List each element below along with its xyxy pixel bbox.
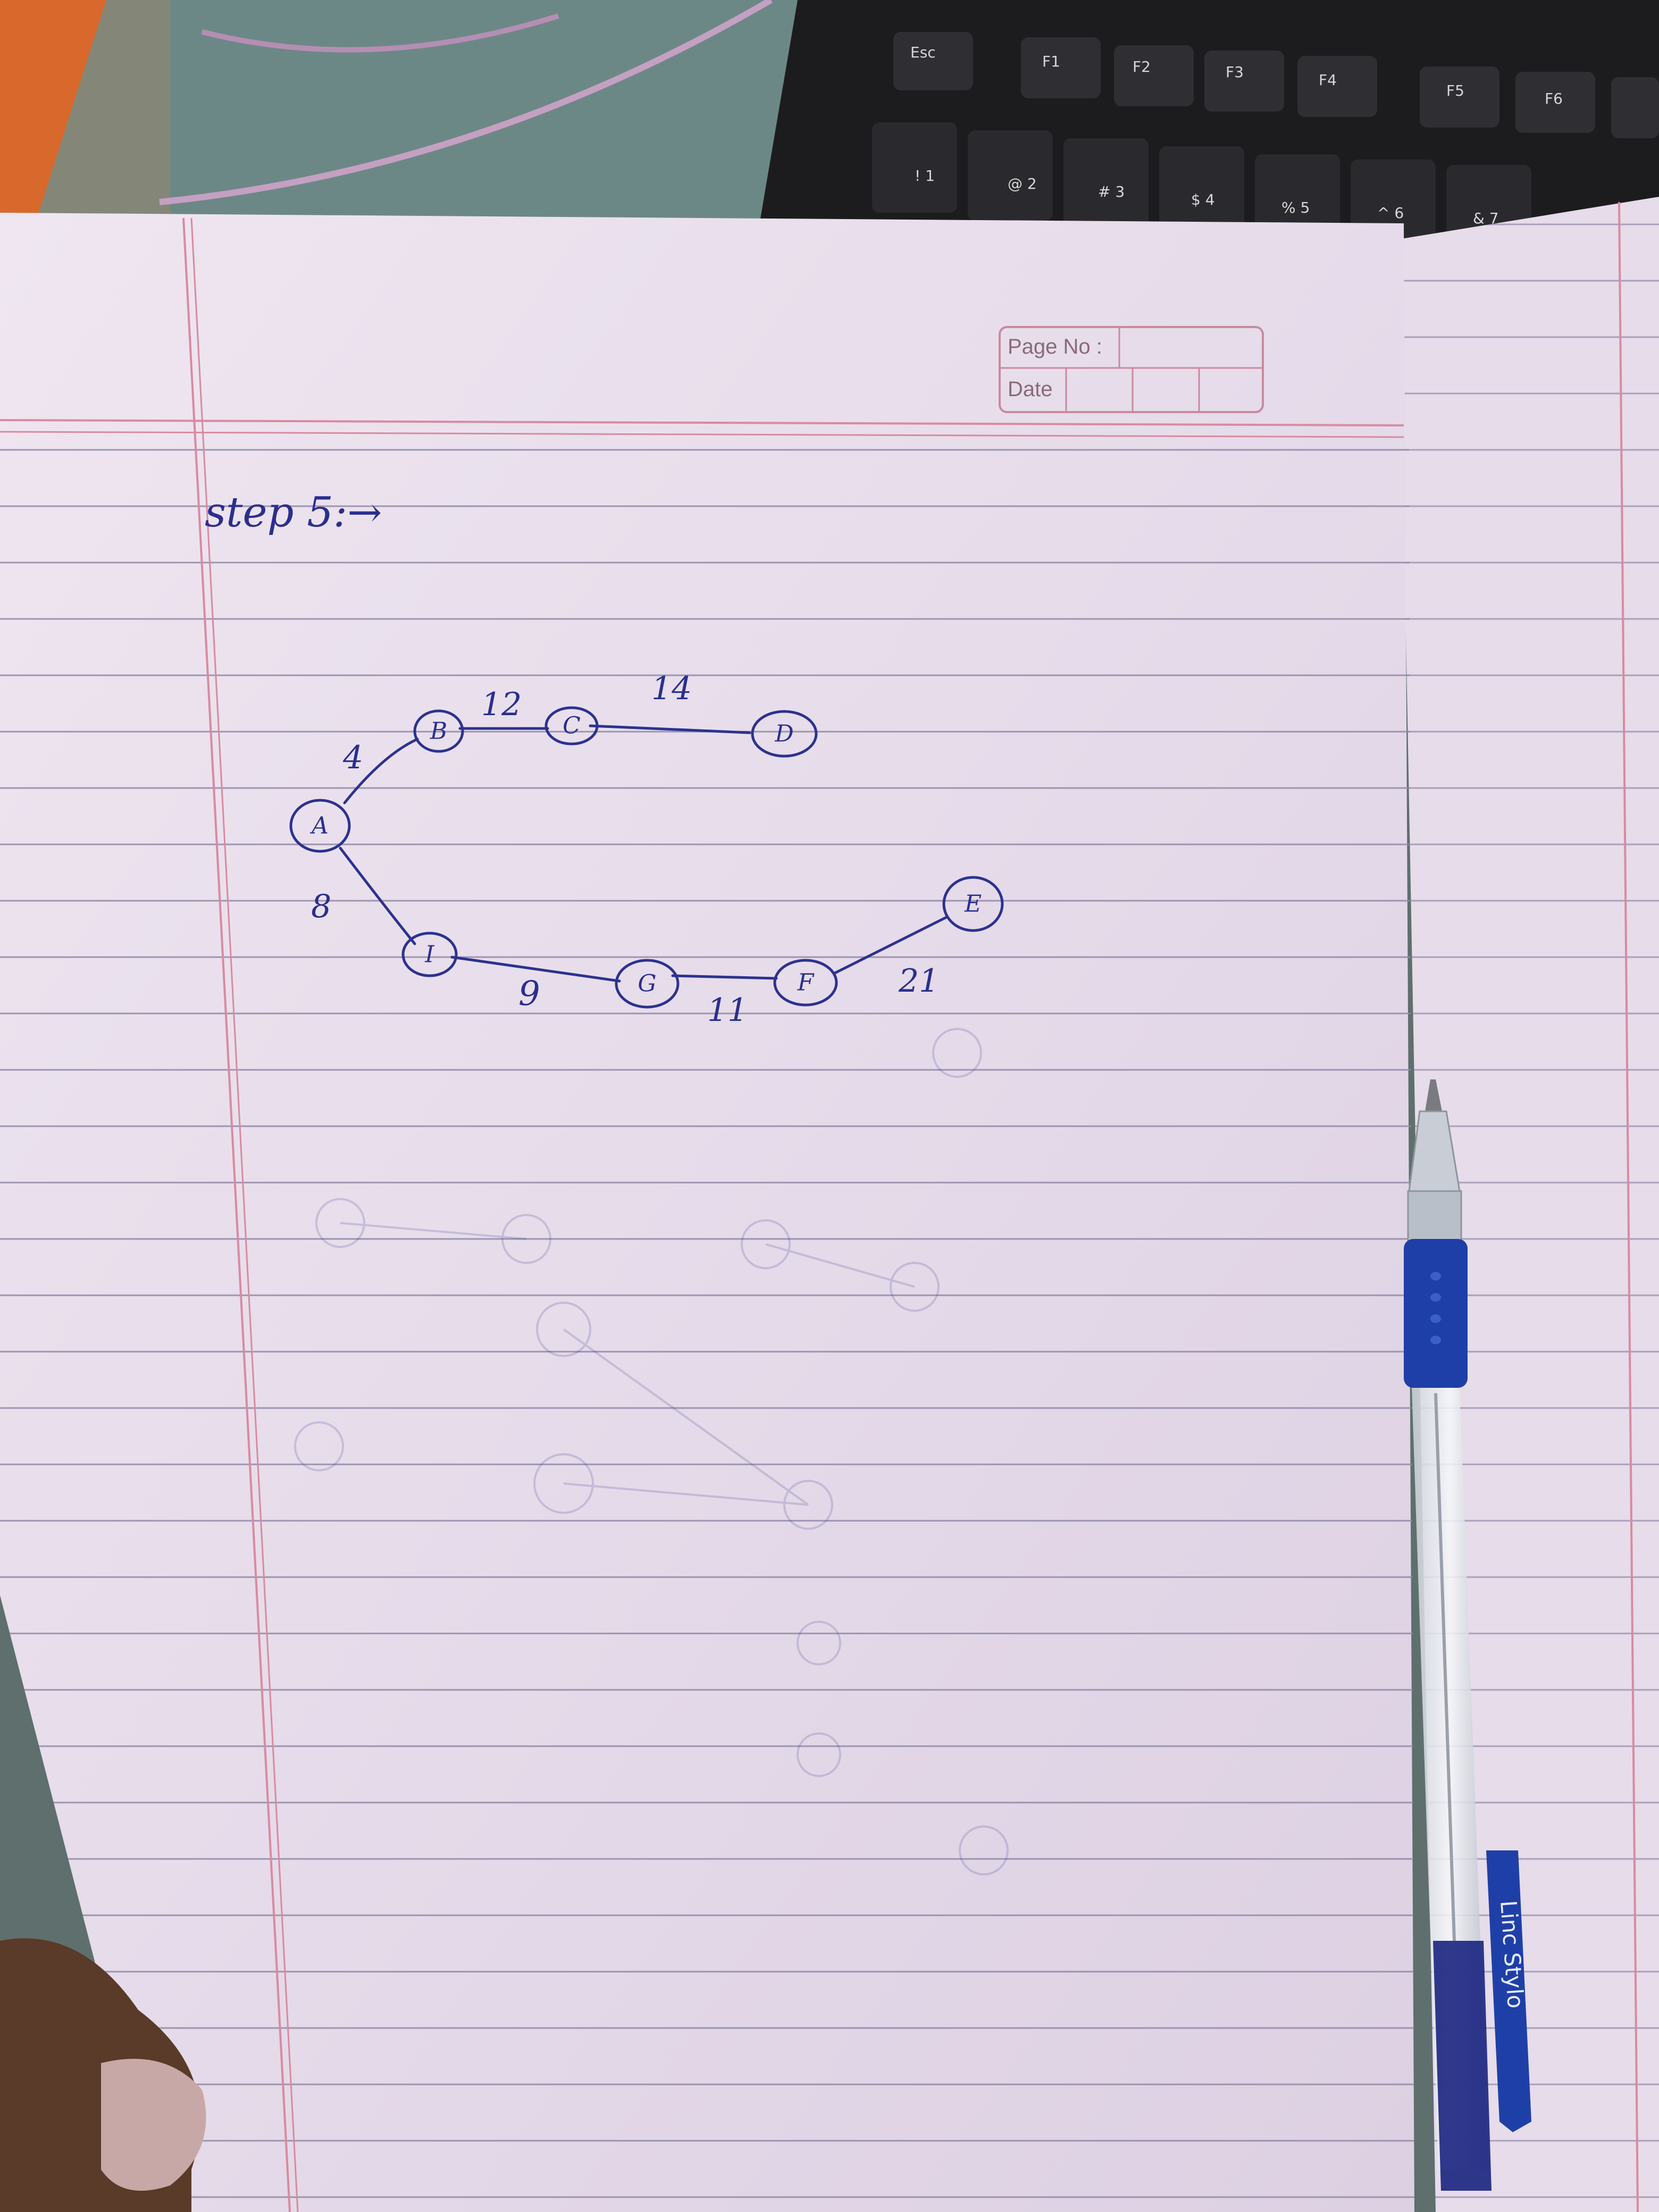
edge-g-f [671, 974, 778, 980]
node-i: I [401, 932, 458, 977]
notebook-page: Page No : Date step 5:→ A B [0, 213, 1414, 2212]
pen-ink-end [1433, 1941, 1492, 2191]
key-esc[interactable]: Esc [910, 44, 936, 61]
graph-edges [339, 724, 948, 983]
keyboard: Esc F1 F2 F3 F4 F5 F6 ! 1 @ 2 # 3 $ 4 % … [755, 0, 1659, 255]
weight-g-f: 11 [707, 992, 748, 1029]
svg-text:F: F [797, 969, 815, 996]
left-margin-line [182, 217, 291, 2212]
svg-text:A: A [309, 812, 329, 840]
svg-text:B: B [430, 718, 447, 745]
node-f: F [773, 959, 838, 1007]
edge-i-g [450, 956, 621, 983]
node-a: A [289, 799, 351, 853]
key-f2[interactable]: F2 [1133, 58, 1151, 76]
weight-i-g: 9 [518, 974, 540, 1013]
key-f5[interactable]: F5 [1446, 82, 1464, 99]
pen-tip [1425, 1079, 1442, 1111]
ruled-lines [0, 425, 1414, 2212]
date-label: Date [1008, 378, 1053, 401]
key-f3[interactable]: F3 [1226, 63, 1244, 81]
edge-c-d [589, 724, 751, 734]
key-5[interactable]: % 5 [1281, 199, 1310, 216]
edge-weights: 4 12 14 8 9 11 21 [311, 670, 939, 1029]
key-f1[interactable]: F1 [1042, 53, 1060, 70]
edge-a-i [339, 847, 416, 945]
page-no-label: Page No : [1008, 335, 1102, 358]
key-f4[interactable]: F4 [1319, 71, 1337, 89]
pen-grip [1404, 1239, 1468, 1388]
weight-f-e: 21 [898, 962, 939, 1000]
svg-text:G: G [638, 970, 656, 998]
key-6[interactable]: ^ 6 [1377, 204, 1404, 222]
page-date-box: Page No : Date [999, 326, 1264, 413]
svg-text:E: E [964, 891, 982, 918]
key-3[interactable]: # 3 [1098, 183, 1125, 200]
svg-text:I: I [424, 941, 435, 968]
edge-f-e [833, 916, 948, 975]
step-heading: step 5:→ [205, 489, 382, 537]
thumb [0, 1938, 206, 2212]
key-2[interactable]: @ 2 [1008, 175, 1037, 192]
weight-a-b: 4 [342, 739, 363, 776]
pen-clip [1486, 1850, 1531, 2132]
key-4[interactable]: $ 4 [1191, 191, 1215, 208]
node-d: D [751, 710, 818, 758]
right-page-margin-line [1618, 202, 1639, 2212]
keyboard-keys: Esc F1 F2 F3 F4 F5 F6 ! 1 @ 2 # 3 $ 4 % … [872, 32, 1659, 255]
node-b: B [413, 709, 464, 753]
graph-nodes: A B C D E F G [289, 706, 1004, 1009]
node-g: G [615, 959, 680, 1009]
weight-b-c: 12 [481, 686, 522, 723]
node-c: C [544, 706, 599, 745]
key-1[interactable]: ! 1 [915, 167, 935, 185]
svg-text:D: D [774, 720, 793, 748]
weight-c-d: 14 [651, 670, 692, 707]
svg-text:C: C [563, 713, 581, 740]
key-f6[interactable]: F6 [1545, 90, 1563, 107]
node-e: E [942, 876, 1004, 932]
weight-a-i: 8 [311, 888, 331, 925]
pen: Linc Stylo [1404, 1079, 1531, 2191]
edge-a-b [343, 738, 419, 805]
